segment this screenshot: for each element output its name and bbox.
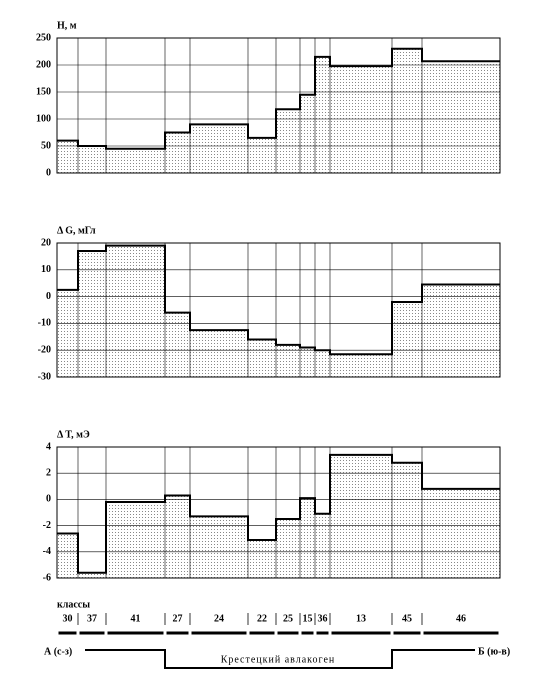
class-label: 45 <box>402 613 412 624</box>
plot-frame <box>56 242 501 378</box>
class-label: 27 <box>173 613 183 624</box>
bar <box>78 251 106 377</box>
bar <box>248 137 276 173</box>
class-label: 24 <box>214 613 224 624</box>
bar <box>57 289 78 377</box>
y-tick-label: -4 <box>43 546 51 557</box>
y-tick-label: 200 <box>36 59 51 70</box>
y-tick-label: 100 <box>36 113 51 124</box>
profile-left: А (с-з) <box>44 646 72 657</box>
bar <box>422 284 500 377</box>
class-label: 22 <box>257 613 267 624</box>
bar <box>248 339 276 377</box>
bar <box>276 109 300 173</box>
bar <box>392 48 422 173</box>
profile-line <box>85 649 475 669</box>
feature-label: Крестецкий авлакоген <box>221 654 336 665</box>
class-label: 25 <box>283 613 293 624</box>
bar <box>330 354 392 377</box>
bar <box>78 146 106 173</box>
step-line <box>57 453 500 574</box>
class-label: 41 <box>131 613 141 624</box>
bar <box>392 301 422 377</box>
y-tick-label: 10 <box>41 264 51 275</box>
bar <box>300 94 315 173</box>
bar <box>315 350 330 377</box>
y-tick-label: 2 <box>46 467 51 478</box>
bar <box>106 502 165 578</box>
y-tick-label: 0 <box>46 167 51 178</box>
class-label: 30 <box>63 613 73 624</box>
bar <box>190 330 248 377</box>
y-tick-label: -2 <box>43 520 51 531</box>
bar <box>315 513 330 578</box>
bar <box>57 533 78 578</box>
y-tick-label: 0 <box>46 494 51 505</box>
bar <box>78 572 106 578</box>
plot-frame <box>56 37 501 174</box>
y-tick-label: -10 <box>38 318 51 329</box>
bar <box>422 488 500 578</box>
chart-title: H, м <box>57 20 77 31</box>
class-label: 15 <box>303 613 313 624</box>
plot-frame <box>56 446 501 579</box>
step-line <box>57 47 500 150</box>
bar <box>330 66 392 173</box>
bar <box>422 61 500 173</box>
bar <box>276 519 300 578</box>
y-tick-label: 20 <box>41 237 51 248</box>
bar <box>165 132 190 173</box>
bar <box>57 140 78 173</box>
y-tick-label: 250 <box>36 32 51 43</box>
bar <box>165 312 190 377</box>
class-label: 13 <box>356 613 366 624</box>
step-line <box>57 244 500 356</box>
bar <box>315 56 330 173</box>
bar <box>300 347 315 377</box>
chart-title: Δ G, мГл <box>57 225 96 236</box>
bar <box>330 454 392 578</box>
y-tick-label: -20 <box>38 344 51 355</box>
bar <box>165 495 190 578</box>
y-tick-label: 4 <box>46 441 51 452</box>
bar <box>190 516 248 578</box>
chart-title: Δ T, мЭ <box>57 429 90 440</box>
bar <box>392 462 422 578</box>
y-tick-label: 150 <box>36 86 51 97</box>
bar <box>276 344 300 377</box>
class-label: 37 <box>87 613 97 624</box>
y-tick-label: 50 <box>41 140 51 151</box>
bar <box>106 148 165 173</box>
profile-right: Б (ю-в) <box>478 646 510 657</box>
bar <box>190 124 248 173</box>
bar <box>106 245 165 377</box>
class-label: 46 <box>456 613 466 624</box>
classes-label: классы <box>57 599 90 610</box>
y-tick-label: 0 <box>46 291 51 302</box>
y-tick-label: -6 <box>43 572 51 583</box>
bar <box>300 498 315 578</box>
bar <box>248 540 276 578</box>
class-label: 36 <box>318 613 328 624</box>
y-tick-label: -30 <box>38 371 51 382</box>
